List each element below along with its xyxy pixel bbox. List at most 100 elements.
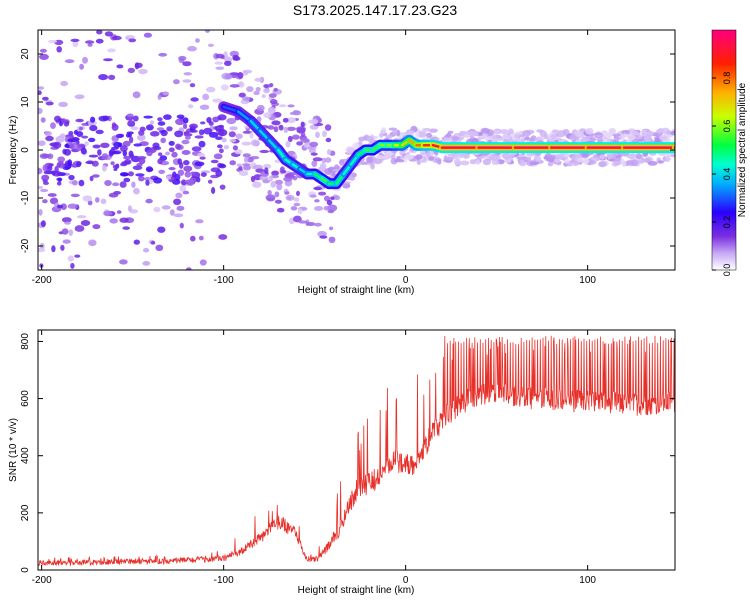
spectrogram-speckle [224,73,233,80]
spectrogram-speckle [162,91,170,96]
spectrogram-speckle [252,181,262,188]
spectrogram-speckle [366,156,373,164]
snr-plot-area [38,330,675,570]
spectrogram-speckle [177,169,185,176]
spectrogram-speckle [39,53,49,61]
spectrogram-speckle [125,133,131,138]
spectrogram-speckle [296,141,303,146]
spectrogram-speckle [250,139,259,147]
spectrogram-speckle [158,169,166,174]
spectrogram-speckle [120,145,128,153]
spectrogram-speckle [54,115,61,123]
spectrogram-speckle [199,104,210,110]
colorbar-tick-label: 0.6 [722,120,732,133]
spectrogram-speckle [262,179,271,184]
spectrogram-speckle [57,161,64,166]
spectrogram-speckle [103,58,113,62]
spectrogram-speckle [74,94,85,100]
spectrogram-speckle [325,137,332,143]
spectrogram-speckle [143,115,153,119]
spectrogram-x-tick-label: 0 [403,275,409,286]
spectrogram-speckle [459,136,465,140]
spectrogram-speckle [157,121,166,126]
spectrogram-speckle [283,177,293,182]
colorbar-tick-label: 0.0 [722,264,732,277]
spectrogram-speckle [185,135,191,140]
spectrogram-speckle [221,137,227,143]
spectrogram-speckle [195,38,200,43]
spectrogram-speckle [195,219,204,224]
spectrogram-speckle [153,177,163,184]
spectrogram-speckle [200,121,206,125]
spectrogram-y-tick-label: -20 [20,238,31,253]
spectrogram-speckle [243,164,251,171]
spectrogram-speckle [90,116,96,123]
spectrogram-speckle [157,226,166,233]
spectrogram-speckle [131,181,136,188]
spectrogram-speckle [67,159,73,167]
spectrogram-speckle [127,67,135,74]
spectrogram-speckle [152,142,160,149]
spectrogram-speckle [81,135,89,139]
spectrogram-speckle [273,87,278,92]
spectrogram-speckle [149,120,155,125]
spectrogram-speckle [168,167,176,171]
spectrogram-speckle [112,182,120,187]
spectrogram-speckle [451,136,460,141]
snr-x-tick-label: 0 [403,575,409,586]
spectrogram-speckle [638,159,645,164]
spectrogram-speckle [670,153,675,158]
spectrogram-speckle [219,184,226,190]
spectrogram-speckle [326,149,332,155]
spectrogram-speckle [274,199,282,204]
spectrogram-speckle [187,45,197,52]
spectrogram-speckle [51,245,56,253]
spectrogram-speckle [88,154,99,158]
spectrogram-speckle [181,139,190,145]
spectrogram-speckle [312,157,323,162]
spectrogram-speckle [198,140,206,148]
spectrogram-speckle [95,129,104,135]
spectrogram-speckle [203,127,213,135]
spectrogram-speckle [171,151,178,158]
snr-x-tick-label: -100 [214,575,234,586]
spectrogram-speckle [475,158,481,165]
spectrogram-speckle [458,151,466,158]
spectrogram-speckle [63,148,72,156]
spectrogram-speckle [224,60,232,66]
spectrogram-speckle [179,222,184,229]
spectrogram-speckle [654,137,661,143]
spectrogram-speckle [250,175,255,183]
spectrogram-speckle [314,199,320,203]
spectrogram-speckle [49,197,59,205]
spectrogram-speckle [40,220,46,228]
spectrogram-speckle [110,161,115,166]
spectrogram-speckle [56,177,63,181]
spectrogram-speckle [60,244,65,251]
spectrogram-speckle [41,174,50,181]
spectrogram-speckle [426,132,432,139]
spectrogram-speckle [535,156,542,162]
spectrogram-x-tick-label: -200 [32,275,52,286]
spectrogram-speckle [183,117,189,124]
spectrogram-speckle [211,187,216,194]
spectrogram-speckle [318,191,327,196]
spectrogram-speckle [322,130,327,138]
spectrogram-speckle [129,153,135,159]
spectrogram-speckle [132,115,139,122]
spectrogram-speckle [570,154,576,161]
spectrogram-speckle [158,152,163,156]
spectrogram-speckle [614,157,622,162]
spectrogram-speckle [343,183,350,188]
spectrogram-speckle [111,151,121,155]
spectrogram-speckle [45,101,54,106]
spectrogram-speckle [117,210,122,214]
colorbar: 0.0 0.2 0.4 0.6 0.8 Normalized spectral ampl… [711,29,748,277]
spectrogram-speckle [557,133,564,138]
spectrogram-speckle [145,166,153,173]
spectrogram-speckle [267,125,275,130]
spectrogram-speckle [138,130,145,136]
spectrogram-speckle [157,158,163,165]
spectrogram-speckle [128,171,134,177]
spectrogram-speckle [172,171,177,178]
